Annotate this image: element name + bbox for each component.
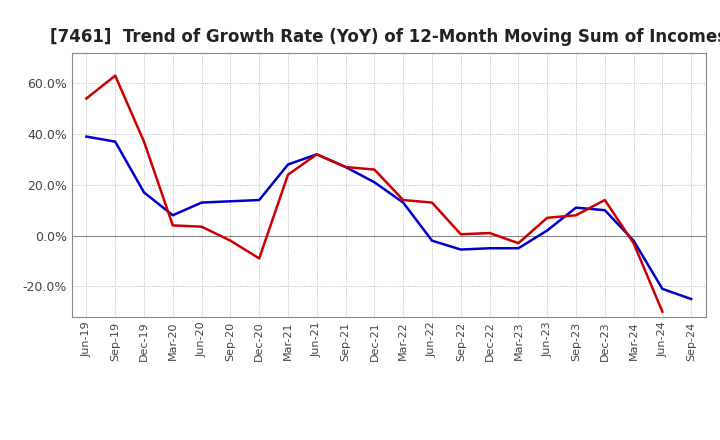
Net Income Growth Rate	[456, 231, 465, 237]
Net Income Growth Rate	[312, 152, 321, 157]
Line: Ordinary Income Growth Rate: Ordinary Income Growth Rate	[86, 136, 691, 299]
Net Income Growth Rate	[140, 139, 148, 144]
Title: [7461]  Trend of Growth Rate (YoY) of 12-Month Moving Sum of Incomes: [7461] Trend of Growth Rate (YoY) of 12-…	[50, 28, 720, 46]
Ordinary Income Growth Rate	[312, 152, 321, 157]
Ordinary Income Growth Rate	[456, 247, 465, 252]
Net Income Growth Rate	[658, 309, 667, 314]
Net Income Growth Rate	[197, 224, 206, 229]
Ordinary Income Growth Rate	[111, 139, 120, 144]
Ordinary Income Growth Rate	[399, 200, 408, 205]
Net Income Growth Rate	[600, 198, 609, 203]
Ordinary Income Growth Rate	[197, 200, 206, 205]
Net Income Growth Rate	[428, 200, 436, 205]
Ordinary Income Growth Rate	[82, 134, 91, 139]
Net Income Growth Rate	[543, 215, 552, 220]
Ordinary Income Growth Rate	[341, 165, 350, 170]
Net Income Growth Rate	[341, 165, 350, 170]
Ordinary Income Growth Rate	[226, 198, 235, 204]
Ordinary Income Growth Rate	[168, 213, 177, 218]
Ordinary Income Growth Rate	[140, 190, 148, 195]
Ordinary Income Growth Rate	[370, 180, 379, 185]
Ordinary Income Growth Rate	[428, 238, 436, 243]
Ordinary Income Growth Rate	[600, 208, 609, 213]
Net Income Growth Rate	[399, 198, 408, 203]
Ordinary Income Growth Rate	[658, 286, 667, 292]
Net Income Growth Rate	[168, 223, 177, 228]
Net Income Growth Rate	[255, 256, 264, 261]
Ordinary Income Growth Rate	[572, 205, 580, 210]
Ordinary Income Growth Rate	[284, 162, 292, 167]
Net Income Growth Rate	[111, 73, 120, 78]
Net Income Growth Rate	[82, 96, 91, 101]
Net Income Growth Rate	[284, 172, 292, 177]
Net Income Growth Rate	[629, 241, 638, 246]
Ordinary Income Growth Rate	[543, 228, 552, 233]
Net Income Growth Rate	[514, 241, 523, 246]
Net Income Growth Rate	[370, 167, 379, 172]
Ordinary Income Growth Rate	[485, 246, 494, 251]
Line: Net Income Growth Rate: Net Income Growth Rate	[86, 76, 662, 312]
Net Income Growth Rate	[226, 238, 235, 243]
Net Income Growth Rate	[572, 213, 580, 218]
Ordinary Income Growth Rate	[687, 297, 696, 302]
Net Income Growth Rate	[485, 231, 494, 236]
Ordinary Income Growth Rate	[629, 238, 638, 243]
Ordinary Income Growth Rate	[514, 246, 523, 251]
Ordinary Income Growth Rate	[255, 198, 264, 203]
